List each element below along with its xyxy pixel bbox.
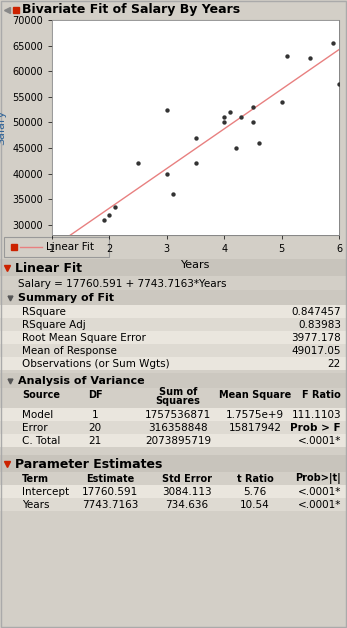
Point: [112, 202, 118, 212]
Text: Mean of Response: Mean of Response: [22, 346, 117, 356]
Text: Linear Fit: Linear Fit: [15, 261, 82, 274]
Text: Root Mean Square Error: Root Mean Square Error: [22, 333, 146, 343]
Bar: [0, 357, 347, 370]
Text: 22: 22: [328, 359, 341, 369]
Bar: [0, 276, 347, 290]
Text: Parameter Estimates: Parameter Estimates: [15, 458, 162, 470]
Text: <.0001*: <.0001*: [298, 500, 341, 510]
Point: [135, 158, 141, 168]
Text: Estimate: Estimate: [86, 474, 134, 484]
Point: [164, 104, 170, 114]
Bar: [0, 0, 347, 20]
Text: Observations (or Sum Wgts): Observations (or Sum Wgts): [22, 359, 170, 369]
Bar: [0, 498, 347, 511]
Point: [101, 215, 107, 225]
Bar: [0, 373, 347, 388]
Text: Analysis of Variance: Analysis of Variance: [18, 376, 145, 386]
Point: [250, 102, 256, 112]
Bar: [0, 388, 347, 408]
Bar: [0, 290, 347, 305]
X-axis label: Years: Years: [181, 259, 210, 269]
Bar: [0, 485, 347, 498]
Text: 5.76: 5.76: [243, 487, 266, 497]
Text: 734.636: 734.636: [166, 500, 209, 510]
Text: RSquare: RSquare: [22, 307, 66, 317]
Text: 316358848: 316358848: [148, 423, 208, 433]
Text: 21: 21: [88, 436, 102, 446]
Y-axis label: Salary: Salary: [0, 110, 7, 145]
Point: [233, 143, 238, 153]
Text: Source: Source: [22, 390, 60, 400]
Text: Error: Error: [22, 423, 48, 433]
Point: [107, 210, 112, 220]
Point: [227, 107, 233, 117]
Text: 0.83983: 0.83983: [298, 320, 341, 330]
Text: 17760.591: 17760.591: [82, 487, 138, 497]
Bar: [4, 237, 109, 257]
Bar: [0, 305, 347, 318]
Text: 49017.05: 49017.05: [291, 346, 341, 356]
Text: Std Error: Std Error: [162, 474, 212, 484]
Text: Term: Term: [22, 474, 49, 484]
Text: 10.54: 10.54: [240, 500, 270, 510]
Bar: [0, 344, 347, 357]
Text: t Ratio: t Ratio: [237, 474, 273, 484]
Text: Sum of: Sum of: [159, 387, 197, 397]
Point: [221, 112, 227, 122]
Text: <.0001*: <.0001*: [298, 436, 341, 446]
Text: C. Total: C. Total: [22, 436, 60, 446]
Point: [170, 189, 175, 199]
Point: [221, 117, 227, 127]
Text: 1757536871: 1757536871: [145, 410, 211, 420]
Point: [307, 53, 313, 63]
Bar: [0, 421, 347, 434]
Bar: [0, 434, 347, 447]
Text: 0.847457: 0.847457: [291, 307, 341, 317]
Bar: [0, 408, 347, 421]
Point: [239, 112, 244, 122]
Text: 2073895719: 2073895719: [145, 436, 211, 446]
Text: Prob > F: Prob > F: [290, 423, 341, 433]
Text: F Ratio: F Ratio: [302, 390, 341, 400]
Text: Model: Model: [22, 410, 53, 420]
Text: 20: 20: [88, 423, 102, 433]
Point: [285, 51, 290, 61]
Text: Mean Square: Mean Square: [219, 390, 291, 400]
Point: [250, 117, 256, 127]
Bar: [0, 331, 347, 344]
Bar: [0, 318, 347, 331]
Text: 1: 1: [92, 410, 98, 420]
Point: [336, 79, 342, 89]
Point: [330, 38, 336, 48]
Text: 3977.178: 3977.178: [291, 333, 341, 343]
Text: RSquare Adj: RSquare Adj: [22, 320, 86, 330]
Bar: [52, 20, 339, 235]
Text: 111.1103: 111.1103: [291, 410, 341, 420]
Point: [193, 158, 198, 168]
Text: Years: Years: [22, 500, 50, 510]
Point: [193, 133, 198, 143]
Text: 1.7575e+9: 1.7575e+9: [226, 410, 284, 420]
Bar: [0, 472, 347, 485]
Text: Linear Fit: Linear Fit: [46, 242, 94, 252]
Text: Intercept: Intercept: [22, 487, 69, 497]
Point: [279, 97, 285, 107]
Text: Summary of Fit: Summary of Fit: [18, 293, 114, 303]
Text: 15817942: 15817942: [229, 423, 281, 433]
Text: DF: DF: [88, 390, 102, 400]
Bar: [0, 259, 347, 276]
Text: Bivariate Fit of Salary By Years: Bivariate Fit of Salary By Years: [22, 4, 240, 16]
Bar: [0, 455, 347, 472]
Point: [164, 168, 170, 178]
Text: 7743.7163: 7743.7163: [82, 500, 138, 510]
Text: Salary = 17760.591 + 7743.7163*Years: Salary = 17760.591 + 7743.7163*Years: [18, 279, 227, 289]
Text: <.0001*: <.0001*: [298, 487, 341, 497]
Point: [256, 138, 261, 148]
Text: 3084.113: 3084.113: [162, 487, 212, 497]
Text: Prob>|t|: Prob>|t|: [295, 474, 341, 484]
Text: Squares: Squares: [155, 396, 201, 406]
